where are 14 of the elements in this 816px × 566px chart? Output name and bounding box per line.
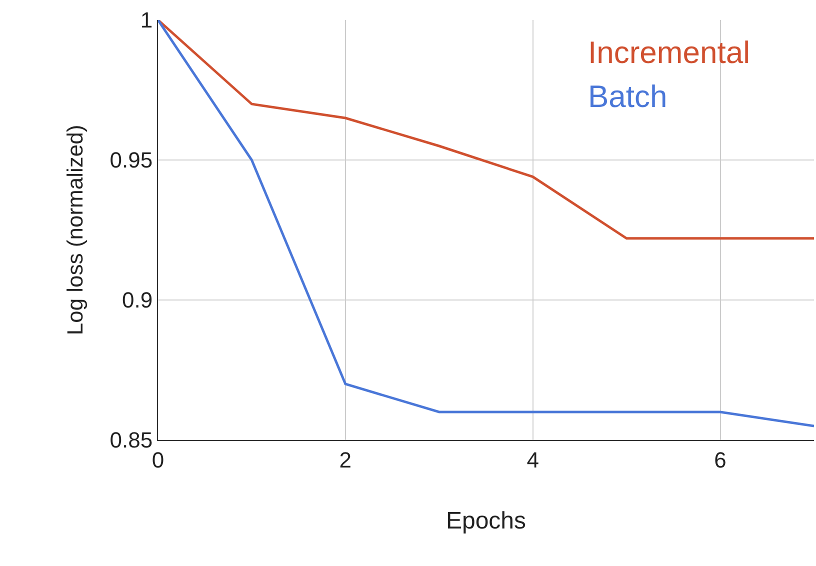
y-axis-title: Log loss (normalized)	[62, 124, 88, 336]
text: Batch	[588, 79, 668, 114]
y-tick-label: 1	[140, 8, 153, 33]
y-tick-label: 0.85	[110, 428, 153, 453]
x-tick-label: 6	[714, 447, 726, 472]
x-axis-title: Epochs	[446, 508, 526, 535]
line-series	[158, 20, 814, 240]
x-tick-label: 2	[339, 447, 352, 472]
x-tick-label: 0	[152, 447, 164, 472]
line-series	[158, 20, 814, 428]
x-tick-label: 4	[526, 447, 539, 472]
y-tick-label: 0.95	[110, 148, 153, 173]
text: Incremental	[588, 35, 750, 70]
y-tick-label: 0.9	[122, 288, 153, 313]
